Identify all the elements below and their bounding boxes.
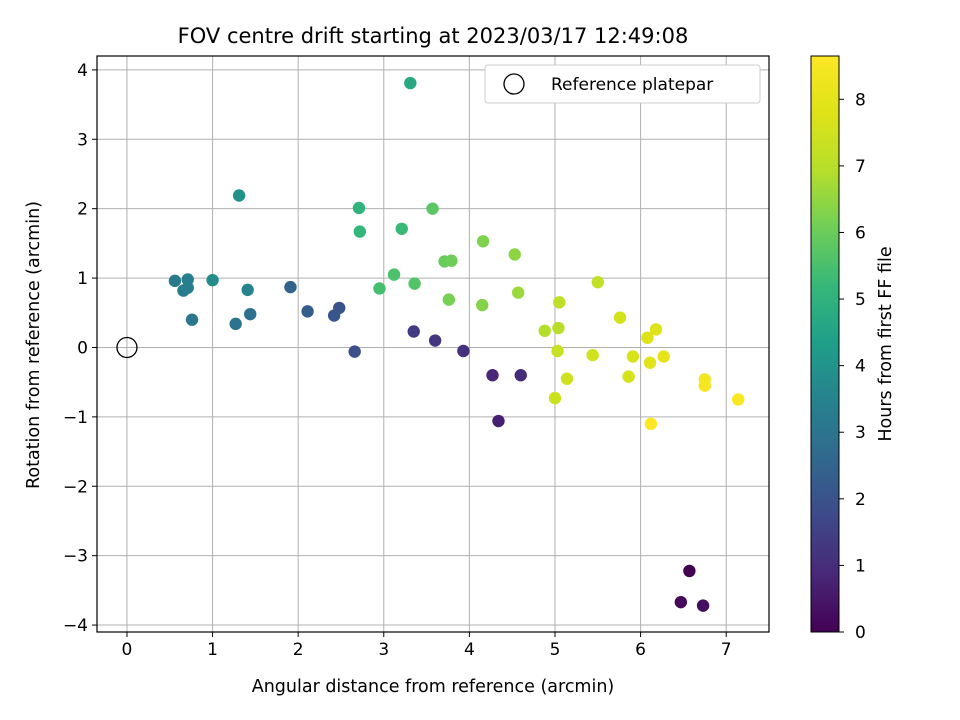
colorbar-label: Hours from first FF file [876,246,896,441]
data-point [622,370,635,383]
axes: 0 1 2 3 4 5 6 7 −4 −3 −2 −1 0 1 2 3 4 [63,55,770,660]
y-tick-label: −1 [63,408,88,428]
data-point [229,317,242,331]
data-point [657,350,670,363]
data-point [428,334,442,347]
data-point [560,372,574,385]
data-point [683,564,696,578]
colorbar-tick-label: 2 [855,490,866,510]
data-point [408,277,421,290]
data-point [674,595,688,609]
data-point [649,323,663,336]
y-axis-label: Rotation from reference (arcmin) [24,201,44,489]
y-tick-label: 2 [77,200,88,220]
data-point [457,344,470,358]
y-tick-label: 4 [77,61,88,81]
data-point [492,414,505,428]
x-tick-label: 4 [464,640,475,660]
data-point [731,393,745,406]
colorbar-tick-label: 7 [855,157,866,177]
data-point [643,356,657,369]
data-point [244,307,257,321]
x-tick-label: 6 [635,640,646,660]
colorbar-gradient [810,55,840,633]
data-point [641,331,654,344]
x-tick-label: 2 [293,640,304,660]
data-point [548,391,562,405]
data-point [553,296,566,309]
data-point [426,202,439,215]
data-point [206,273,219,287]
reference-platepar-marker [116,336,138,359]
y-tick-label: −2 [63,477,88,497]
legend: Reference platepar [484,64,761,104]
colorbar-tick-label: 6 [855,223,866,243]
data-point [696,599,710,612]
colorbar-tick-label: 3 [855,423,866,443]
data-point [613,311,627,324]
data-point [284,280,297,294]
data-point [352,201,366,215]
data-point [185,313,199,326]
data-point [407,325,420,338]
data-point [511,286,525,299]
data-point [232,189,246,202]
colorbar-tick-label: 0 [855,623,866,643]
data-point [486,369,499,382]
data-point [327,309,341,322]
data-point [508,248,521,261]
x-tick-label: 0 [122,640,133,660]
data-point [404,76,417,90]
data-point [241,283,254,297]
data-point [698,379,711,392]
data-point [181,273,194,286]
data-point [552,321,565,335]
colorbar-tick-label: 5 [855,290,866,310]
x-tick-label: 3 [378,640,389,660]
data-point [644,417,658,431]
plot-frame [96,55,770,633]
data-point [476,298,489,312]
data-point [353,225,367,238]
data-point [301,305,314,318]
reference-marker-layer [116,336,138,359]
data-point [626,350,640,363]
colorbar-tick-label: 1 [855,556,866,576]
data-point [445,254,458,267]
grid-lines [97,56,769,632]
y-tick-label: 1 [77,269,88,289]
x-tick-label: 5 [550,640,561,660]
legend-box [484,64,761,104]
data-point [373,282,386,295]
colorbar-tick-label: 8 [855,90,866,110]
data-points [168,76,745,612]
data-point [387,268,401,281]
data-point [514,369,527,382]
y-tick-label: −3 [63,547,88,567]
colorbar: 0 1 2 3 4 5 6 7 8 [810,55,866,643]
x-axis-label: Angular distance from reference (arcmin) [252,677,615,697]
x-tick-label: 7 [721,640,732,660]
chart-title: FOV centre drift starting at 2023/03/17 … [178,24,689,48]
legend-reference-marker [503,73,525,95]
data-point [348,345,361,358]
colorbar-tick-label: 4 [855,357,866,377]
y-tick-label: 0 [77,338,88,358]
data-point [538,324,551,338]
data-point [168,274,182,288]
data-point [476,235,490,248]
x-tick-label: 1 [207,640,218,660]
y-tick-label: −4 [63,616,88,636]
y-tick-label: 3 [77,130,88,150]
data-point [591,276,604,289]
data-point [442,293,456,306]
data-point [586,348,599,362]
data-point [395,222,408,235]
data-point [551,344,564,358]
legend-entry-label: Reference platepar [551,75,713,95]
